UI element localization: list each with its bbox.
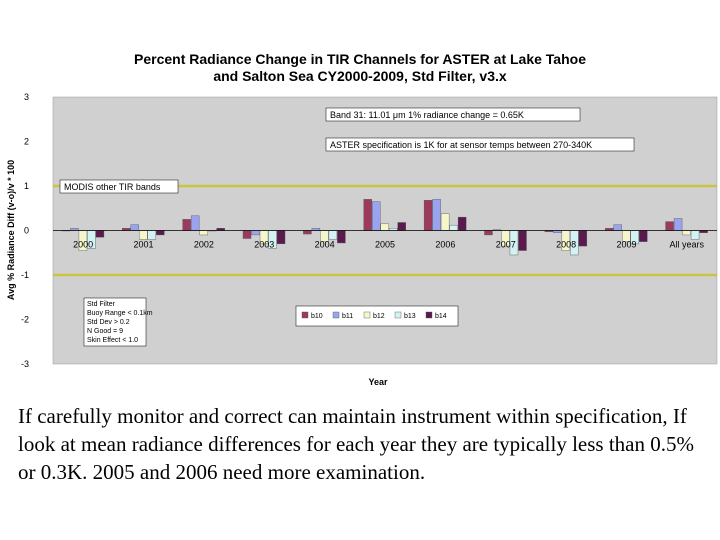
bar-b13-2006 — [449, 224, 458, 231]
bar-b10-2003 — [242, 230, 252, 239]
x-tick-label: 2002 — [194, 240, 214, 250]
legend-label-b12: b12 — [373, 313, 385, 320]
bar-b14-2007 — [518, 230, 527, 251]
x-tick-label: 2008 — [556, 240, 576, 250]
bar-b11-2001 — [130, 224, 139, 231]
filter-box — [83, 297, 147, 347]
bar-b14-2004 — [337, 230, 346, 244]
bar-b12-2001 — [139, 230, 148, 240]
bar-b14-2001 — [156, 230, 165, 236]
filter-line-2: Buoy Range < 0.1km — [87, 310, 153, 317]
x-tick-label: 2005 — [375, 240, 395, 250]
legend-swatch-b10 — [301, 311, 309, 319]
bar-b10-2002 — [182, 219, 191, 231]
x-tick-labels: 2000 2001 2002 2003 2004 2005 2006 2007 2008 2009… — [73, 240, 704, 250]
legend-label-b11: b11 — [342, 313, 353, 320]
chart-title-line-1: Percent Radiance Change in TIR Channels … — [134, 51, 586, 67]
y-tick-label: -2 — [21, 315, 29, 325]
filter-line-1: Std Filter — [87, 301, 116, 308]
legend-label-b14: b14 — [435, 313, 447, 320]
x-tick-label: 2009 — [616, 240, 636, 250]
x-tick-label: 2004 — [315, 240, 335, 250]
x-tick-label: 2007 — [496, 240, 516, 250]
aster-spec-note: ASTER specification is 1K for at sensor … — [330, 140, 592, 150]
x-tick-label: 2003 — [254, 240, 274, 250]
y-tick-label: -3 — [21, 359, 29, 369]
bar-b11-2009 — [613, 224, 622, 231]
chart-title-line-2: and Salton Sea CY2000-2009, Std Filter, … — [213, 68, 507, 84]
bar-b10-2007 — [484, 230, 493, 236]
legend-swatch-b14 — [425, 311, 433, 319]
y-tick-label: 0 — [24, 226, 29, 236]
bar-b13-2001 — [147, 230, 156, 240]
x-tick-label: All years — [670, 240, 705, 250]
bar-b14-2006 — [457, 216, 467, 231]
x-tick-label: 2001 — [134, 240, 154, 250]
bar-b10-2006 — [423, 200, 433, 231]
legend-swatch-b13 — [394, 311, 402, 319]
bar-b14-2005 — [397, 222, 406, 231]
bar-b13-2004 — [328, 230, 338, 240]
y-tick-labels: 3 2 1 0 -1 -2 -3 — [21, 92, 29, 369]
band31-note: Band 31: 11.01 μm 1% radiance change = 0… — [330, 110, 524, 120]
legend-label-b13: b13 — [404, 313, 416, 320]
legend-box — [295, 305, 459, 327]
band31-note-box — [325, 107, 581, 122]
y-tick-label: -1 — [21, 270, 29, 280]
bar-b12-2002 — [199, 230, 208, 236]
legend-label-b10: b10 — [311, 313, 323, 320]
x-axis-label: Year — [368, 377, 388, 387]
y-tick-label: 3 — [24, 92, 29, 102]
bar-b14-2003 — [276, 230, 286, 245]
bar-b11-2003 — [251, 230, 260, 236]
filter-line-5: Skin Effect < 1.0 — [87, 337, 138, 344]
bars-group — [61, 199, 708, 256]
bar-b10-2005 — [363, 199, 372, 231]
modis-note-box — [59, 179, 179, 194]
bar-b14-2008 — [578, 230, 588, 247]
legend-swatch-b12 — [363, 311, 371, 319]
aster-spec-note-box — [325, 137, 635, 152]
x-tick-label: 2000 — [73, 240, 93, 250]
bar-b14-2009 — [639, 230, 648, 242]
bar-b12-all-years — [682, 230, 691, 236]
bar-b11-2006 — [432, 199, 441, 231]
legend-swatch-b11 — [332, 311, 340, 319]
y-axis-label: Avg % Radiance Diff (v-o)/v * 100 — [6, 160, 16, 300]
legend: b10 b11 b12 b13 b14 — [301, 311, 447, 320]
bar-b11-2005 — [372, 201, 381, 231]
bar-b14-2000 — [95, 230, 105, 238]
x-tick-label: 2006 — [435, 240, 455, 250]
radiance-change-chart: Percent Radiance Change in TIR Channels … — [6, 51, 718, 387]
bar-b12-2005 — [380, 223, 389, 231]
bar-b11-2002 — [190, 215, 200, 231]
bar-b13-all-years — [690, 230, 700, 240]
bar-b10-2004 — [303, 230, 312, 235]
filter-line-3: Std Dev > 0.2 — [87, 319, 130, 326]
bar-b12-2006 — [440, 213, 450, 231]
bar-b10-all-years — [665, 221, 674, 231]
bar-b11-all-years — [673, 218, 683, 231]
caption-text: If carefully monitor and correct can mai… — [18, 404, 694, 484]
y-tick-label: 2 — [24, 137, 29, 147]
y-tick-label: 1 — [24, 181, 29, 191]
filter-line-4: N Good = 9 — [87, 328, 123, 335]
modis-note: MODIS other TIR bands — [64, 182, 161, 192]
